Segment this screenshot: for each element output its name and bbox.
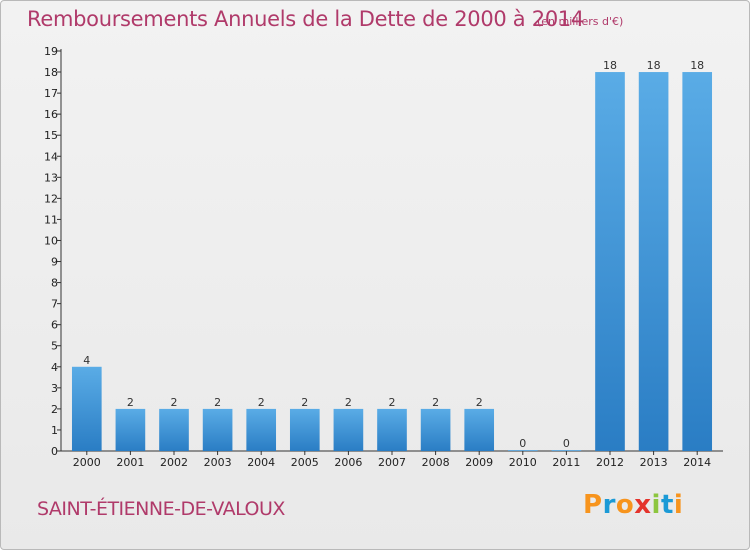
y-tick-label: 5 [51, 340, 58, 353]
bar [202, 408, 233, 451]
y-tick-label: 10 [44, 234, 58, 247]
y-tick-label: 15 [44, 129, 58, 142]
bar-value-label: 2 [301, 396, 308, 409]
x-tick-label: 2000 [73, 456, 101, 469]
x-tick-label: 2013 [640, 456, 668, 469]
bar-value-label: 2 [214, 396, 221, 409]
proxiti-logo: Proxiti [583, 490, 683, 520]
bar [71, 366, 102, 451]
bar-value-label: 4 [83, 354, 90, 367]
y-tick-label: 16 [44, 108, 58, 121]
y-tick-label: 7 [51, 298, 58, 311]
bars [71, 72, 713, 451]
x-tick-label: 2014 [683, 456, 711, 469]
bar-value-label: 2 [476, 396, 483, 409]
logo-letter: t [660, 490, 674, 520]
x-tick-label: 2001 [116, 456, 144, 469]
y-tick-label: 14 [44, 150, 58, 163]
bar [507, 450, 538, 451]
x-tick-label: 2008 [422, 456, 450, 469]
y-tick-label: 13 [44, 171, 58, 184]
bar-value-label: 18 [690, 59, 704, 72]
bar [595, 72, 625, 451]
x-tick-label: 2005 [291, 456, 319, 469]
bar [420, 408, 451, 451]
x-tick-label: 2011 [552, 456, 580, 469]
bar [115, 408, 146, 451]
chart-title: Remboursements Annuels de la Dette de 20… [27, 7, 584, 31]
y-tick-label: 1 [51, 424, 58, 437]
logo-letter: x [634, 490, 652, 520]
bar-value-label: 18 [647, 59, 661, 72]
bar [638, 72, 669, 451]
x-tick-label: 2010 [509, 456, 537, 469]
y-tick-label: 12 [44, 192, 58, 205]
bar [377, 408, 407, 451]
y-tick-label: 8 [51, 277, 58, 290]
bar-value-label: 2 [345, 396, 352, 409]
y-tick-label: 6 [51, 319, 58, 332]
x-tick-label: 2009 [465, 456, 493, 469]
bar-value-label: 0 [563, 437, 570, 450]
y-tick-label: 11 [44, 213, 58, 226]
x-axis: 2000 2001 2002 2003 2004 2005 2006 2007 2008 2009… [61, 450, 723, 469]
logo-letter: i [673, 490, 684, 520]
bar-value-label: 2 [389, 396, 396, 409]
x-tick-label: 2002 [160, 456, 188, 469]
logo-letter: r [602, 490, 616, 520]
bar-value-label: 2 [432, 396, 439, 409]
y-tick-label: 4 [51, 361, 58, 374]
logo-letter: P [583, 490, 603, 520]
x-tick-label: 2004 [247, 456, 275, 469]
x-tick-label: 2006 [334, 456, 362, 469]
y-tick-label: 3 [51, 382, 58, 395]
bar-value-label: 2 [258, 396, 265, 409]
logo-letter: o [615, 490, 635, 520]
chart-unit: (en milliers d'€) [537, 15, 624, 28]
commune-name: SAINT-ÉTIENNE-DE-VALOUX [37, 498, 285, 520]
y-tick-label: 0 [51, 445, 58, 458]
y-tick-label: 19 [44, 45, 58, 58]
logo-letter: i [651, 490, 661, 520]
bar-value-label: 18 [603, 59, 617, 72]
x-tick-label: 2007 [378, 456, 406, 469]
y-tick-label: 17 [44, 87, 58, 100]
bar [246, 408, 277, 451]
bar-value-label: 2 [127, 396, 134, 409]
bar [464, 408, 495, 451]
x-tick-label: 2012 [596, 456, 624, 469]
x-tick-label: 2003 [204, 456, 232, 469]
bar [289, 408, 320, 451]
bar [682, 72, 713, 451]
y-tick-label: 18 [44, 66, 58, 79]
y-tick-label: 2 [51, 403, 58, 416]
bar-value-label: 2 [171, 396, 178, 409]
value-labels: 4 2 2 2 2 2 2 2 2 2 0 0 18 18 18 [83, 59, 704, 450]
bar [551, 450, 582, 451]
bar [159, 408, 189, 451]
bar-value-label: 0 [519, 437, 526, 450]
y-tick-label: 9 [51, 256, 58, 269]
bar [333, 408, 364, 451]
